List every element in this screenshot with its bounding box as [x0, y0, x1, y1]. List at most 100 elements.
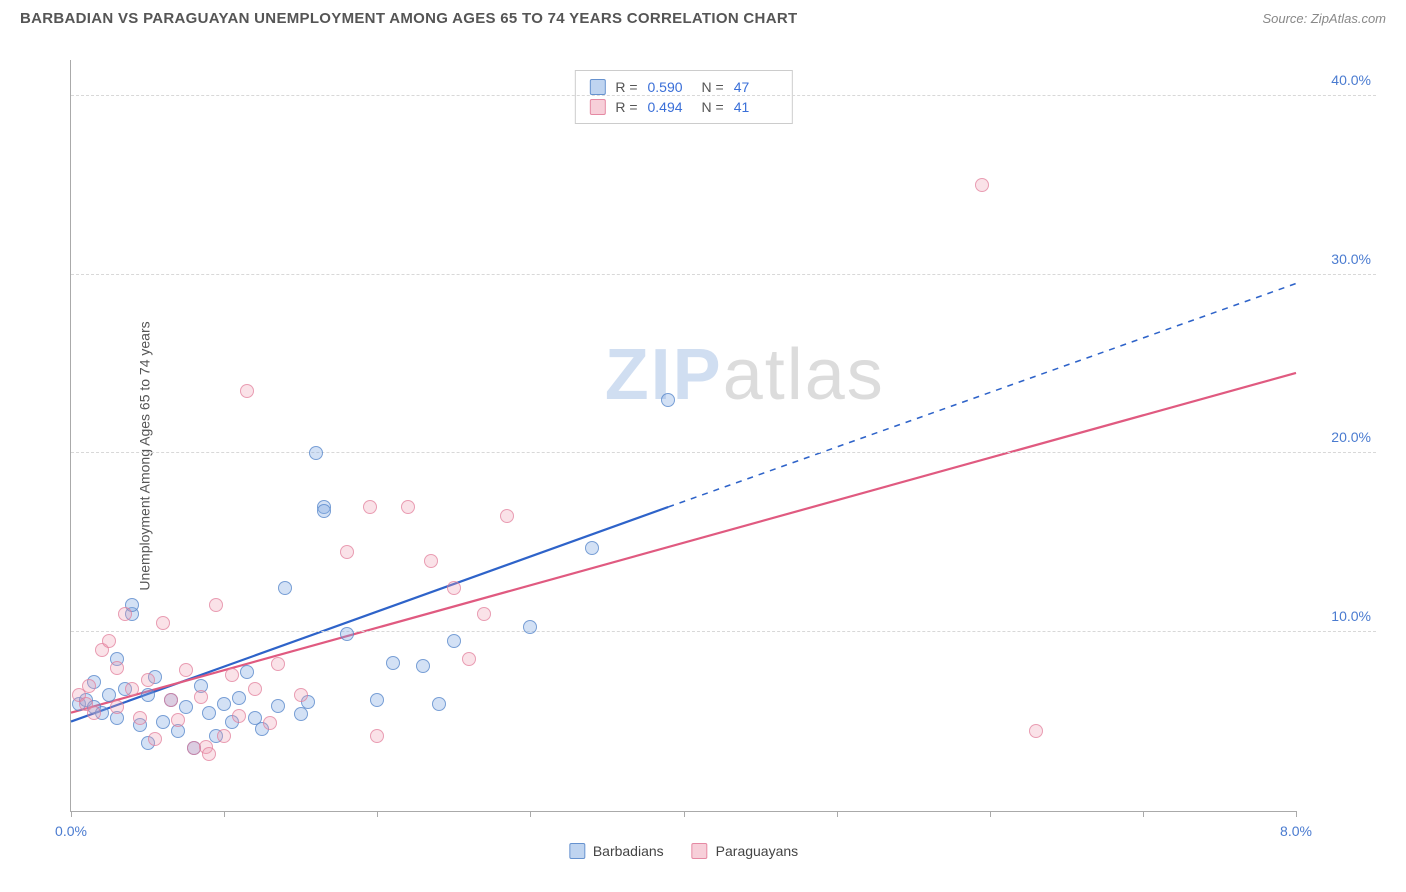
data-point — [1029, 724, 1043, 738]
data-point — [447, 634, 461, 648]
data-point — [209, 598, 223, 612]
data-point — [179, 663, 193, 677]
bottom-legend: Barbadians Paraguayans — [569, 843, 798, 859]
source-label: Source: ZipAtlas.com — [1262, 11, 1386, 26]
chart-title: BARBADIAN VS PARAGUAYAN UNEMPLOYMENT AMO… — [20, 10, 797, 27]
data-point — [148, 732, 162, 746]
data-point — [217, 729, 231, 743]
data-point — [141, 688, 155, 702]
gridline — [71, 274, 1376, 275]
trend-line-solid — [71, 373, 1296, 713]
x-tick-label: 0.0% — [55, 823, 87, 839]
y-tick-label: 10.0% — [1331, 608, 1371, 624]
chart-container: Unemployment Among Ages 65 to 74 years Z… — [50, 50, 1376, 862]
data-point — [271, 699, 285, 713]
data-point — [202, 747, 216, 761]
data-point — [232, 709, 246, 723]
trend-line-dashed — [668, 284, 1296, 508]
data-point — [202, 706, 216, 720]
gridline — [71, 631, 1376, 632]
data-point — [424, 554, 438, 568]
legend-label-1: Paraguayans — [716, 843, 799, 859]
legend-swatch-blue-icon — [569, 843, 585, 859]
stats-row-paraguayans: R = 0.494 N = 41 — [589, 97, 777, 117]
data-point — [462, 652, 476, 666]
trend-line-solid — [71, 507, 668, 722]
x-tick — [224, 811, 225, 817]
data-point — [194, 690, 208, 704]
data-point — [133, 711, 147, 725]
stat-n-value-0: 47 — [734, 79, 778, 95]
data-point — [370, 729, 384, 743]
data-point — [309, 446, 323, 460]
data-point — [232, 691, 246, 705]
data-point — [156, 616, 170, 630]
x-tick — [1296, 811, 1297, 817]
y-tick-label: 30.0% — [1331, 251, 1371, 267]
x-tick — [837, 811, 838, 817]
data-point — [164, 693, 178, 707]
data-point — [585, 541, 599, 555]
stat-r-label: R = — [615, 79, 637, 95]
y-tick-label: 40.0% — [1331, 72, 1371, 88]
x-tick — [990, 811, 991, 817]
data-point — [401, 500, 415, 514]
stats-box: R = 0.590 N = 47 R = 0.494 N = 41 — [574, 70, 792, 124]
stat-r-value-1: 0.494 — [648, 99, 692, 115]
data-point — [278, 581, 292, 595]
data-point — [500, 509, 514, 523]
legend-item-paraguayans: Paraguayans — [692, 843, 799, 859]
legend-item-barbadians: Barbadians — [569, 843, 664, 859]
x-tick-label: 8.0% — [1280, 823, 1312, 839]
x-tick — [71, 811, 72, 817]
data-point — [156, 715, 170, 729]
data-point — [477, 607, 491, 621]
gridline — [71, 452, 1376, 453]
stat-n-label-1: N = — [702, 99, 724, 115]
legend-label-0: Barbadians — [593, 843, 664, 859]
data-point — [240, 665, 254, 679]
data-point — [340, 545, 354, 559]
data-point — [141, 673, 155, 687]
swatch-pink-icon — [589, 99, 605, 115]
data-point — [294, 707, 308, 721]
data-point — [110, 700, 124, 714]
data-point — [294, 688, 308, 702]
y-tick-label: 20.0% — [1331, 429, 1371, 445]
swatch-blue-icon — [589, 79, 605, 95]
trend-lines — [71, 60, 1296, 811]
data-point — [340, 627, 354, 641]
data-point — [263, 716, 277, 730]
data-point — [102, 634, 116, 648]
stat-n-value-1: 41 — [734, 99, 778, 115]
data-point — [317, 504, 331, 518]
data-point — [432, 697, 446, 711]
data-point — [447, 581, 461, 595]
data-point — [217, 697, 231, 711]
data-point — [87, 706, 101, 720]
data-point — [271, 657, 285, 671]
stat-n-label: N = — [702, 79, 724, 95]
x-tick — [530, 811, 531, 817]
data-point — [523, 620, 537, 634]
data-point — [370, 693, 384, 707]
data-point — [179, 700, 193, 714]
data-point — [125, 682, 139, 696]
x-tick — [684, 811, 685, 817]
stat-r-value-0: 0.590 — [648, 79, 692, 95]
data-point — [386, 656, 400, 670]
legend-swatch-pink-icon — [692, 843, 708, 859]
data-point — [171, 713, 185, 727]
x-tick — [377, 811, 378, 817]
stat-r-label-1: R = — [615, 99, 637, 115]
gridline — [71, 95, 1376, 96]
data-point — [82, 679, 96, 693]
data-point — [975, 178, 989, 192]
data-point — [118, 607, 132, 621]
data-point — [416, 659, 430, 673]
data-point — [248, 682, 262, 696]
x-tick — [1143, 811, 1144, 817]
data-point — [363, 500, 377, 514]
data-point — [225, 668, 239, 682]
data-point — [240, 384, 254, 398]
